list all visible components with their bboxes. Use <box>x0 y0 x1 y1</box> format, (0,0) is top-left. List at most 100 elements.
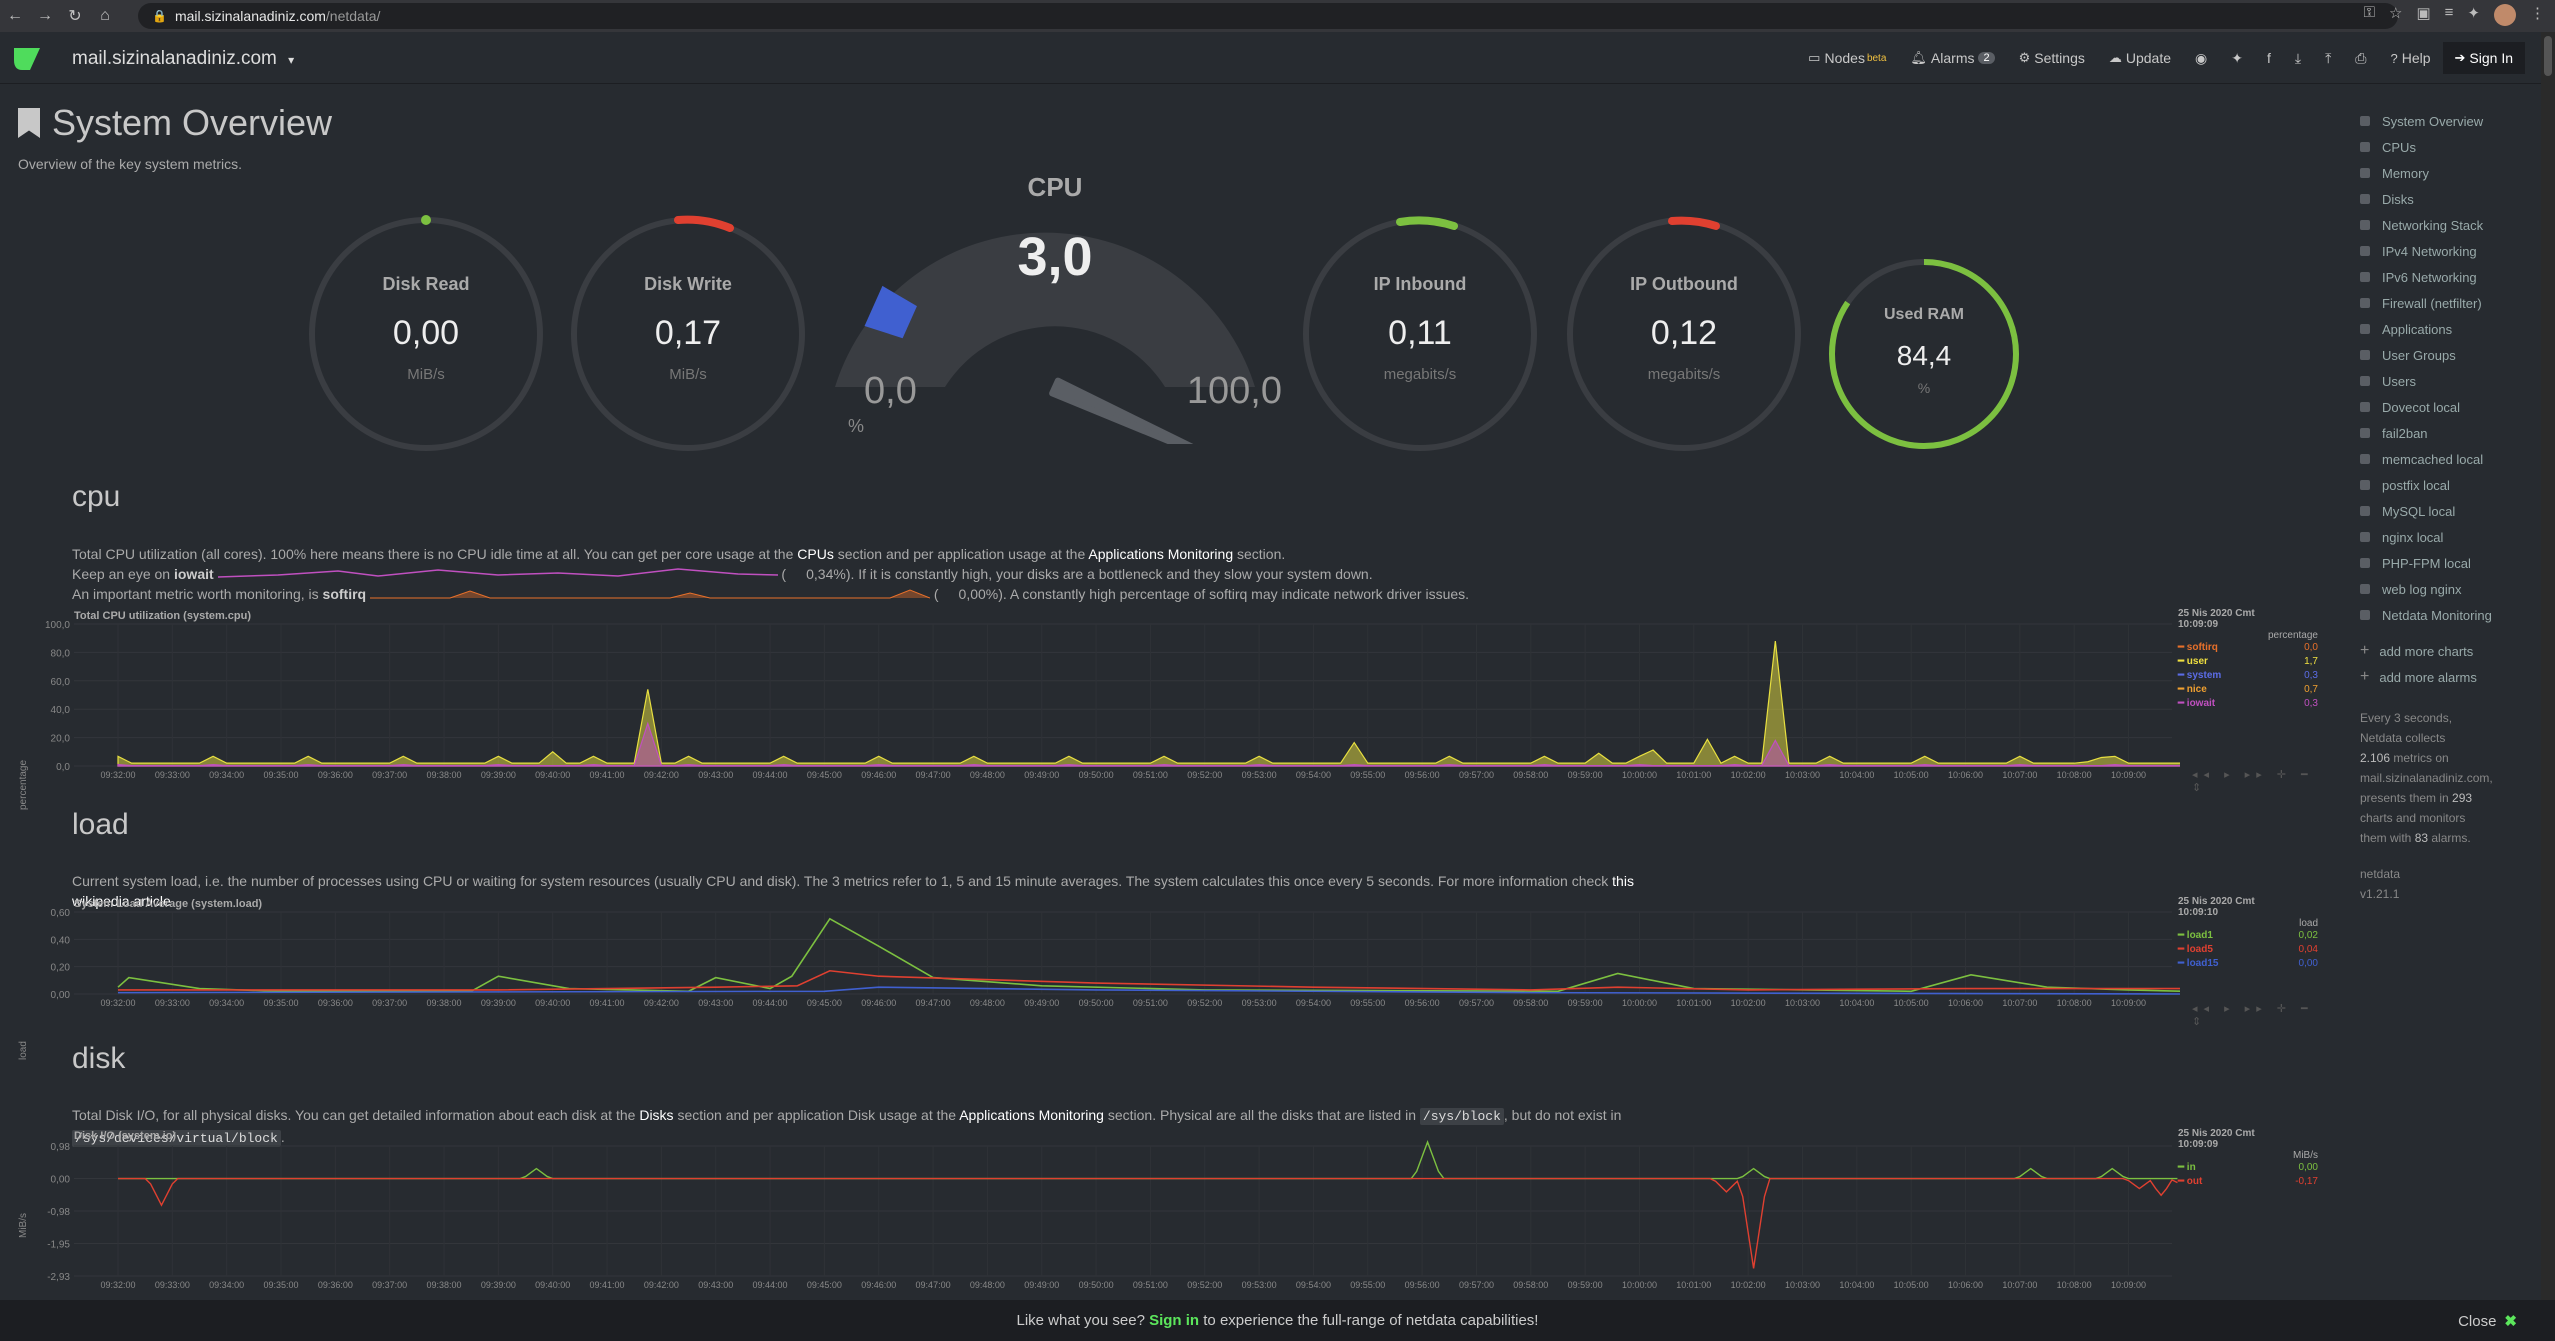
y-tick-label: 100,0 <box>45 620 70 631</box>
puzzle-icon[interactable]: ✦ <box>2467 5 2480 22</box>
sidebar-item[interactable]: PHP-FPM local <box>2360 550 2550 576</box>
load-chart-controls[interactable]: ◂◂ ▸ ▸▸ ✛ ━ ⇕ <box>2192 1003 2314 1028</box>
scrollbar-thumb[interactable] <box>2544 36 2552 76</box>
legend-row[interactable]: ━ in 0,00 <box>2178 1161 2318 1175</box>
github-button[interactable]: ◉ <box>2183 42 2219 74</box>
used-ram-gauge[interactable]: Used RAM 84,4 % <box>1826 256 2022 452</box>
cpu-gauge[interactable]: CPU 3,0 0,0 100,0 % <box>820 172 1290 475</box>
disk-read-unit: MiB/s <box>407 366 445 383</box>
disk-write-gauge[interactable]: Disk Write 0,17 MiB/s <box>568 214 808 454</box>
sidebar-item[interactable]: IPv4 Networking <box>2360 238 2550 264</box>
disk-chart[interactable]: 0,98 0,00 -0,98 -1,95 -2,93 09:32:00 09:33:00 0… <box>0 1138 2180 1290</box>
sidebar-item[interactable]: MySQL local <box>2360 498 2550 524</box>
series-load5 <box>118 969 2180 991</box>
extension-icon[interactable]: ▣ <box>2416 5 2431 22</box>
applications-monitoring-link-2[interactable]: Applications Monitoring <box>959 1107 1104 1123</box>
sidebar-item-icon <box>2360 246 2370 256</box>
cpus-link[interactable]: CPUs <box>797 546 834 562</box>
sidebar-item[interactable]: Disks <box>2360 186 2550 212</box>
sidebar-item[interactable]: web log nginx <box>2360 576 2550 602</box>
sidebar-item[interactable]: Netdata Monitoring <box>2360 602 2550 628</box>
applications-monitoring-link[interactable]: Applications Monitoring <box>1088 546 1234 562</box>
cpu-chart[interactable]: 100,0 80,0 60,0 40,0 20,0 0,0 09:32:00 09:33:00… <box>0 616 2180 786</box>
settings-button[interactable]: ⚙ Settings <box>2007 42 2097 74</box>
x-tick-label: 09:33:00 <box>155 770 190 780</box>
sidebar-item[interactable]: memcached local <box>2360 446 2550 472</box>
help-button[interactable]: ? Help <box>2378 42 2442 74</box>
sidebar-item[interactable]: Dovecot local <box>2360 394 2550 420</box>
download-button[interactable]: ⤓ <box>2283 42 2313 74</box>
alarms-button[interactable]: 🔔︎ Alarms 2 <box>1898 42 2006 74</box>
x-tick-label: 09:51:00 <box>1133 1280 1168 1290</box>
x-tick-label: 09:46:00 <box>861 1280 896 1290</box>
sidebar-item[interactable]: IPv6 Networking <box>2360 264 2550 290</box>
ip-outbound-gauge[interactable]: IP Outbound 0,12 megabits/s <box>1564 214 1804 454</box>
profile-avatar[interactable] <box>2494 4 2516 26</box>
navbar: mail.sizinalanadiniz.com ▾ ▭ Nodes beta 🔔︎… <box>0 32 2555 84</box>
x-tick-label: 10:02:00 <box>1731 770 1766 780</box>
disk-read-gauge[interactable]: Disk Read 0,00 MiB/s <box>306 214 546 454</box>
nodes-button[interactable]: ▭ Nodes beta <box>1796 42 1898 74</box>
load-chart[interactable]: 0,60 0,40 0,20 0,00 09:32:00 09:33:00 09:34:00… <box>0 904 2180 1014</box>
legend-row[interactable]: ━ iowait 0,3 <box>2178 697 2318 711</box>
x-tick-label: 09:39:00 <box>481 1280 516 1290</box>
sidebar-item[interactable]: nginx local <box>2360 524 2550 550</box>
legend-name: ━ in <box>2178 1162 2196 1173</box>
playlist-icon[interactable]: ≡ <box>2444 4 2454 21</box>
update-button[interactable]: ☁ Update <box>2097 42 2183 74</box>
back-icon[interactable]: ← <box>7 7 23 24</box>
y-tick-label: 0,60 <box>51 908 71 919</box>
add-more-alarms-link[interactable]: + add more alarms <box>2360 664 2550 690</box>
netdata-logo-icon[interactable] <box>12 46 42 72</box>
upload-button[interactable]: ⤒ <box>2313 42 2343 74</box>
sidebar-item[interactable]: CPUs <box>2360 134 2550 160</box>
sidebar-item[interactable]: postfix local <box>2360 472 2550 498</box>
sidebar-item[interactable]: fail2ban <box>2360 420 2550 446</box>
print-button[interactable]: ⎙ <box>2343 42 2378 74</box>
sidebar-item[interactable]: Networking Stack <box>2360 212 2550 238</box>
address-bar[interactable]: 🔒 mail.sizinalanadiniz.com/netdata/ <box>138 3 2398 29</box>
legend-row[interactable]: ━ user 1,7 <box>2178 655 2318 669</box>
sidebar-item[interactable]: Users <box>2360 368 2550 394</box>
x-tick-label: 09:45:00 <box>807 1280 842 1290</box>
menu-icon[interactable]: ⋮ <box>2530 5 2545 22</box>
sidebar-item[interactable]: Applications <box>2360 316 2550 342</box>
banner-sign-in-link[interactable]: Sign in <box>1149 1312 1200 1329</box>
sidebar-item-label: IPv6 Networking <box>2382 269 2477 285</box>
disks-link[interactable]: Disks <box>639 1107 674 1123</box>
star-icon[interactable]: ☆ <box>2389 5 2403 22</box>
legend-value: -0,17 <box>2295 1176 2318 1187</box>
banner-close-button[interactable]: Close ✖ <box>2458 1312 2517 1330</box>
sidebar-item-icon <box>2360 610 2370 620</box>
legend-row[interactable]: ━ nice 0,7 <box>2178 683 2318 697</box>
wikipedia-link[interactable]: this wikipedia article <box>72 873 1634 909</box>
home-icon[interactable]: ⌂ <box>100 7 110 24</box>
ip-inbound-gauge[interactable]: IP Inbound 0,11 megabits/s <box>1300 214 1540 454</box>
legend-row[interactable]: ━ load1 0,02 <box>2178 929 2318 943</box>
disk-section-description: Total Disk I/O, for all physical disks. … <box>72 1107 1622 1147</box>
legend-row[interactable]: ━ load15 0,00 <box>2178 957 2318 971</box>
legend-row[interactable]: ━ out -0,17 <box>2178 1175 2318 1189</box>
facebook-button[interactable]: f <box>2255 42 2283 74</box>
legend-row[interactable]: ━ softirq 0,0 <box>2178 641 2318 655</box>
reload-icon[interactable]: ↻ <box>68 8 82 25</box>
sidebar-item[interactable]: User Groups <box>2360 342 2550 368</box>
legend-row[interactable]: ━ system 0,3 <box>2178 669 2318 683</box>
twitter-button[interactable]: ✦ <box>2219 42 2255 74</box>
forward-icon[interactable]: → <box>37 7 53 24</box>
sidebar-item[interactable]: System Overview <box>2360 108 2550 134</box>
x-tick-label: 10:00:00 <box>1622 1280 1657 1290</box>
hostname-dropdown[interactable]: mail.sizinalanadiniz.com ▾ <box>72 48 294 70</box>
key-icon[interactable]: ⚿ <box>2363 4 2376 21</box>
sidebar-item[interactable]: Memory <box>2360 160 2550 186</box>
cpu-min: 0,0 <box>864 370 917 412</box>
page-scrollbar[interactable] <box>2541 32 2555 1300</box>
cpu-chart-controls[interactable]: ◂◂ ▸ ▸▸ ✛ ━ ⇕ <box>2192 769 2314 794</box>
legend-row[interactable]: ━ load5 0,04 <box>2178 943 2318 957</box>
add-more-charts-link[interactable]: + add more charts <box>2360 638 2550 664</box>
sign-in-button[interactable]: ➔ Sign In <box>2442 42 2525 74</box>
sidebar-item-icon <box>2360 376 2370 386</box>
banner-text: Like what you see? Sign in to experience… <box>1016 1312 1539 1329</box>
legend-name: ━ user <box>2178 656 2208 667</box>
sidebar-item[interactable]: Firewall (netfilter) <box>2360 290 2550 316</box>
